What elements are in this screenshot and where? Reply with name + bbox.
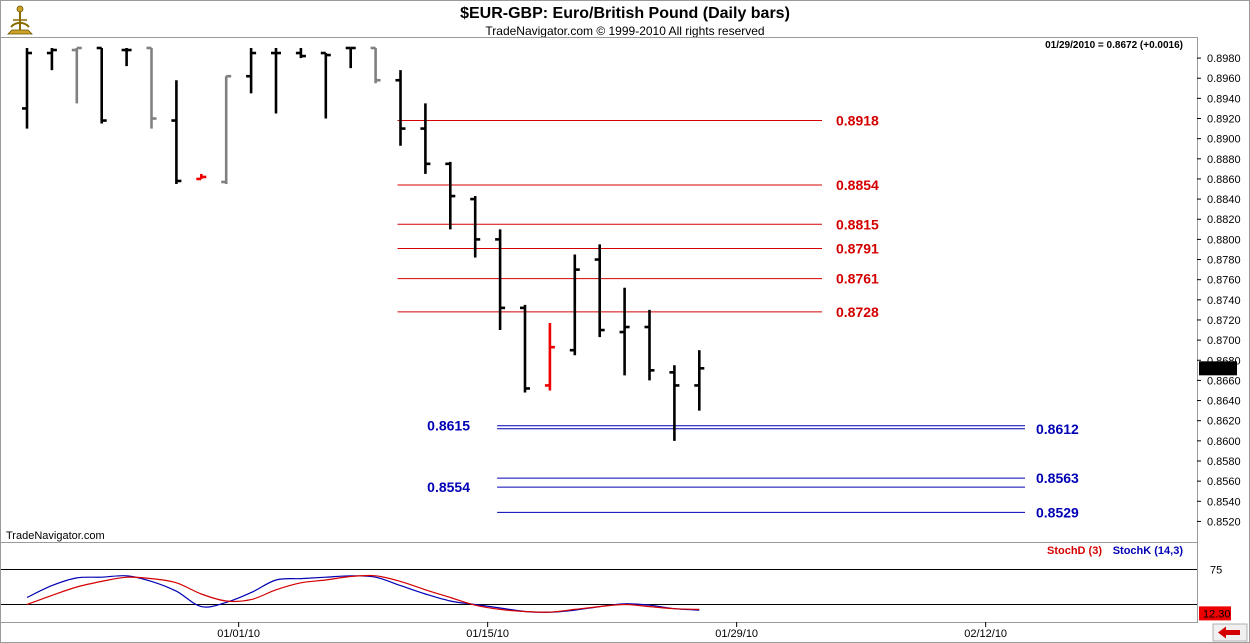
- resistance-label: 0.8761: [836, 271, 879, 287]
- y-tick-label: 0.8840: [1207, 194, 1241, 206]
- ohlc-bar: [644, 309, 655, 381]
- resistance-label: 0.8728: [836, 304, 879, 320]
- y-tick-label: 0.8860: [1207, 174, 1241, 186]
- ohlc-bar: [295, 48, 306, 59]
- ohlc-bar: [544, 322, 555, 391]
- stoch-k-label: StochK (14,3): [1113, 545, 1184, 557]
- last-price-label: 0.8672: [1203, 363, 1237, 375]
- x-tick-label: 01/01/10: [217, 628, 260, 640]
- watermark: TradeNavigator.com: [6, 530, 105, 542]
- last-price-box: [1199, 361, 1237, 376]
- price-readout: 01/29/2010 = 0.8672 (+0.0016): [1045, 40, 1183, 51]
- resistance-label: 0.8854: [836, 177, 879, 193]
- x-tick-label: 02/12/10: [964, 628, 1007, 640]
- y-tick-label: 0.8920: [1207, 114, 1241, 126]
- y-tick-label: 0.8720: [1207, 315, 1241, 327]
- oscillator-level-label: 75: [1210, 565, 1222, 577]
- y-tick-label: 0.8880: [1207, 154, 1241, 166]
- y-tick-label: 0.8560: [1207, 476, 1241, 488]
- y-tick-label: 0.8760: [1207, 275, 1241, 287]
- ohlc-bar: [370, 46, 381, 84]
- ohlc-bar: [694, 350, 705, 411]
- ohlc-bar: [320, 51, 331, 119]
- ohlc-bar: [246, 48, 257, 94]
- ohlc-bar: [71, 46, 82, 104]
- y-tick-label: 0.8800: [1207, 234, 1241, 246]
- y-tick-label: 0.8620: [1207, 416, 1241, 428]
- y-tick-label: 0.8520: [1207, 516, 1241, 528]
- y-tick-label: 0.8740: [1207, 295, 1241, 307]
- ohlc-bar: [569, 254, 580, 356]
- logo-icon: [7, 5, 33, 35]
- y-tick-label: 0.8780: [1207, 255, 1241, 267]
- ohlc-bar: [619, 287, 630, 376]
- y-axis: 0.8980 0.8960 0.8940 0.8920 0.8900 0.8880 0.88…: [1197, 53, 1241, 528]
- y-tick-label: 0.8960: [1207, 73, 1241, 85]
- ohlc-bar: [196, 173, 207, 181]
- copyright-subtitle: TradeNavigator.com © 1999-2010 All right…: [485, 24, 764, 38]
- stochastic-oscillator: 75 12.30: [1, 565, 1231, 621]
- resistance-label: 0.8791: [836, 240, 879, 256]
- support-label: 0.8612: [1036, 421, 1079, 437]
- ohlc-bar: [345, 46, 356, 69]
- ohlc-bars: 0.8672: [22, 46, 1237, 441]
- ohlc-bar: [495, 229, 506, 331]
- ohlc-bar: [520, 304, 530, 393]
- stoch-value-box: [1199, 606, 1231, 621]
- chart-title: $EUR-GBP: Euro/British Pound (Daily bars…: [460, 5, 790, 22]
- y-tick-label: 0.8600: [1207, 436, 1241, 448]
- y-tick-label: 0.8640: [1207, 396, 1241, 408]
- ohlc-bar: [470, 196, 481, 258]
- ohlc-bar: [594, 244, 605, 338]
- stoch-d-line: [26, 574, 700, 613]
- ohlc-bar: [146, 46, 157, 129]
- ohlc-bar: [22, 48, 32, 129]
- resistance-label: 0.8918: [836, 113, 879, 129]
- resistance-label: 0.8815: [836, 216, 879, 232]
- y-tick-label: 0.8900: [1207, 134, 1241, 146]
- support-label: 0.8615: [427, 418, 470, 434]
- ohlc-bar: [171, 80, 182, 184]
- y-tick-label: 0.8980: [1207, 53, 1241, 65]
- support-label: 0.8554: [427, 479, 470, 495]
- ohlc-bar: [271, 48, 281, 114]
- y-tick-label: 0.8660: [1207, 375, 1241, 387]
- ohlc-bar: [395, 70, 406, 146]
- ohlc-bar: [46, 48, 57, 71]
- x-tick-label: 01/29/10: [715, 628, 758, 640]
- y-tick-label: 0.8940: [1207, 93, 1241, 105]
- scroll-left-arrow-icon[interactable]: [1212, 623, 1248, 642]
- y-tick-label: 0.8580: [1207, 456, 1241, 468]
- level-lines: 0.8918 0.8854 0.8815 0.8791 0.8761 0.8728 0.86…: [397, 113, 1079, 520]
- stoch-d-label: StochD (3): [1047, 545, 1102, 557]
- ohlc-bar: [121, 48, 132, 67]
- ohlc-bar: [96, 46, 107, 124]
- y-tick-label: 0.8820: [1207, 214, 1241, 226]
- stoch-value-label: 12.30: [1203, 608, 1231, 620]
- support-label: 0.8529: [1036, 504, 1079, 520]
- ohlc-bar: [669, 365, 680, 441]
- x-tick-label: 01/15/10: [466, 628, 509, 640]
- y-tick-label: 0.8540: [1207, 496, 1241, 508]
- ohlc-bar: [445, 161, 456, 230]
- x-axis: 01/01/10 01/15/10 01/29/10 02/12/10: [217, 622, 1007, 640]
- ohlc-bar: [221, 74, 232, 184]
- ohlc-bar: [420, 103, 431, 174]
- support-label: 0.8563: [1036, 470, 1079, 486]
- y-tick-label: 0.8700: [1207, 335, 1241, 347]
- indicator-panel: [0, 542, 1198, 623]
